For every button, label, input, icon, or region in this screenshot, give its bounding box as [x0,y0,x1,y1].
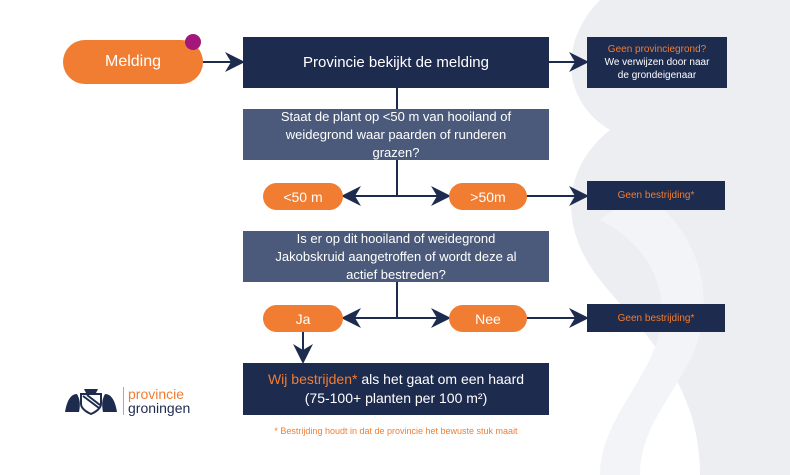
outcome-geen-bestrijding-1: Geen bestrijding* [587,181,725,210]
opt2-left-label: Ja [295,310,311,327]
option-nee: Nee [449,305,527,332]
final-line1: als het gaat om een haard [357,371,525,387]
opt2-right-label: Nee [475,310,501,327]
opt1-left-label: <50 m [283,188,323,205]
logo-line2: groningen [128,400,191,416]
footnote: * Bestrijding houdt in dat de provincie … [274,426,518,436]
start-melding: Melding [63,40,203,84]
final-highlight: Wij bestrijden* [267,371,358,387]
opt1-right-label: >50m [470,188,506,205]
option-more-50m: >50m [449,183,527,210]
side1-text: We verwijzen door naar de grondeigenaar [604,57,710,81]
outcome-geen-bestrijding-2: Geen bestrijding* [587,304,725,332]
side1-highlight: Geen provinciegrond? [607,44,707,55]
outcome1-label: Geen bestrijding* [617,190,695,201]
magenta-dot [185,34,201,50]
option-less-50m: <50 m [263,183,343,210]
logo-line1: provincie [128,386,185,402]
step-provincie-bekijkt: Provincie bekijkt de melding [243,37,549,88]
side-geen-provinciegrond: Geen provinciegrond? We verwijzen door n… [587,37,727,88]
question2-text: Is er op dit hooiland of weidegrond Jako… [275,230,517,282]
final-line2: (75-100+ planten per 100 m²) [304,390,488,406]
question1-text: Staat de plant op <50 m van hooiland of … [280,108,512,160]
question-2: Is er op dit hooiland of weidegrond Jako… [243,231,549,282]
logo-provincie-groningen: provincie groningen [63,386,190,416]
step1-label: Provincie bekijkt de melding [303,54,489,71]
final-wij-bestrijden: Wij bestrijden* als het gaat om een haar… [243,363,549,415]
question-1: Staat de plant op <50 m van hooiland of … [243,109,549,160]
option-ja: Ja [263,305,343,332]
start-label: Melding [104,53,162,70]
coat-of-arms-icon [65,389,117,416]
outcome2-label: Geen bestrijding* [617,312,695,324]
